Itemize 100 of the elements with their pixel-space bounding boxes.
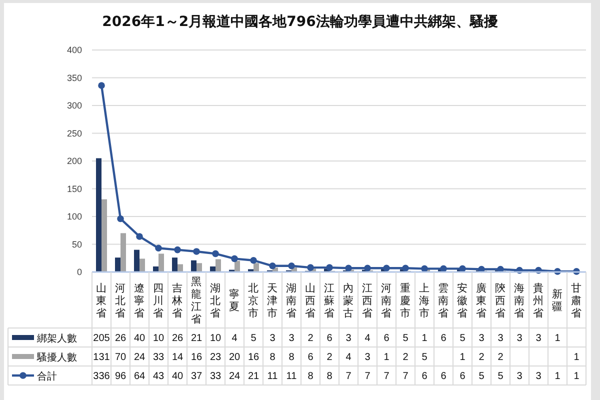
- data-label: 10: [152, 333, 164, 344]
- data-label: 16: [248, 352, 260, 364]
- x-tick-label: 河北省: [115, 282, 126, 320]
- legend-label: 綁架人數: [36, 332, 77, 344]
- x-tick-label: 廣東省: [476, 281, 487, 320]
- data-label: 3: [536, 371, 542, 382]
- data-label: 6: [384, 333, 390, 344]
- x-tick-label: 新疆: [552, 288, 563, 313]
- data-label: 6: [308, 352, 314, 364]
- data-label: 6: [440, 333, 447, 344]
- data-label: 96: [114, 371, 126, 382]
- y-tick-label: 100: [66, 212, 82, 222]
- data-label: 7: [402, 371, 409, 382]
- data-label: 24: [228, 371, 240, 382]
- data-label: 1: [422, 333, 428, 344]
- x-tick-label: 山東省: [96, 281, 107, 320]
- data-label: 1: [384, 352, 390, 364]
- data-label: 4: [364, 333, 371, 344]
- y-tick-label: 200: [66, 156, 82, 166]
- data-label: 3: [516, 333, 523, 344]
- data-label: 205: [93, 333, 110, 344]
- data-label: 1: [574, 371, 580, 382]
- data-label: 16: [190, 352, 202, 364]
- data-label: 5: [460, 333, 466, 344]
- data-label: 2: [478, 352, 485, 364]
- data-label: 40: [172, 371, 184, 382]
- data-label: 8: [326, 371, 333, 382]
- data-label: 7: [364, 371, 371, 382]
- data-label: 3: [346, 333, 352, 344]
- data-label: 6: [440, 371, 447, 382]
- data-label: 1: [460, 352, 466, 364]
- data-label: 7: [384, 371, 390, 382]
- y-tick-label: 150: [66, 184, 82, 194]
- x-tick-label: 安徽省: [457, 281, 468, 320]
- x-tick-label: 重慶市: [400, 281, 411, 320]
- data-label: 70: [114, 352, 126, 364]
- y-tick-label: 50: [72, 239, 82, 250]
- data-label: 4: [346, 352, 352, 364]
- data-label: 21: [248, 371, 260, 382]
- y-tick-label: 0: [76, 267, 82, 278]
- x-tick-label: 北京市: [248, 281, 259, 320]
- x-tick-label: 寧夏: [229, 288, 240, 313]
- data-label: 3: [498, 333, 504, 344]
- x-tick-label: 湖南省: [286, 282, 297, 320]
- x-tick-label: 海南省: [514, 282, 525, 320]
- data-label: 20: [228, 352, 240, 364]
- data-label: 7: [346, 371, 352, 382]
- data-label: 1: [574, 352, 580, 364]
- x-tick-label: 陝西省: [495, 282, 506, 320]
- data-label: 2: [326, 352, 333, 364]
- data-label: 1: [554, 333, 561, 344]
- data-label: 11: [286, 371, 298, 382]
- data-label: 24: [134, 352, 146, 364]
- data-label: 64: [134, 371, 146, 382]
- data-label: 33: [210, 371, 222, 382]
- data-label: 5: [478, 371, 485, 382]
- data-label: 8: [270, 352, 276, 364]
- data-label: 6: [422, 371, 428, 382]
- legend-label: 騷擾人數: [36, 351, 77, 364]
- data-label: 6: [326, 333, 333, 344]
- data-label: 3: [270, 333, 276, 344]
- data-label: 43: [152, 371, 164, 382]
- data-label: 26: [172, 333, 184, 344]
- x-tick-label: 四川省: [153, 282, 164, 320]
- x-tick-label: 內蒙古: [343, 281, 354, 320]
- x-tick-label: 天津市: [267, 282, 278, 320]
- data-label: 14: [172, 352, 184, 364]
- data-label: 21: [190, 333, 202, 344]
- data-label: 40: [134, 333, 146, 344]
- x-tick-label: 山西省: [305, 281, 316, 320]
- data-label: 2: [308, 333, 314, 344]
- data-label: 131: [93, 352, 110, 364]
- data-label: 5: [498, 371, 504, 382]
- data-label: 8: [288, 352, 295, 364]
- data-label: 33: [152, 352, 164, 364]
- x-tick-label: 吉林省: [171, 281, 183, 320]
- data-label: 10: [210, 333, 222, 344]
- x-tick-label: 遼寧省: [134, 282, 145, 320]
- x-tick-label: 貴州省: [533, 281, 544, 320]
- y-tick-label: 350: [66, 72, 82, 83]
- data-label: 23: [210, 352, 222, 364]
- data-label: 5: [422, 352, 428, 364]
- x-tick-label: 上海市: [419, 281, 430, 320]
- data-label: 3: [288, 333, 295, 344]
- x-tick-label: 江蘇省: [324, 282, 335, 320]
- data-label: 336: [93, 371, 110, 382]
- data-label: 11: [267, 371, 278, 382]
- legend-label: 合計: [37, 370, 57, 382]
- y-tick-label: 250: [66, 128, 82, 138]
- x-tick-label: 甘肅省: [571, 281, 582, 320]
- data-label: 6: [460, 371, 466, 382]
- data-label: 3: [478, 333, 485, 344]
- data-label: 37: [190, 371, 202, 382]
- data-label: 1: [554, 371, 561, 382]
- data-label: 26: [114, 333, 126, 344]
- data-label: 2: [402, 352, 409, 364]
- x-tick-label: 河南省: [381, 282, 392, 320]
- data-label: 2: [498, 352, 504, 364]
- data-label: 3: [364, 352, 371, 364]
- data-label: 3: [536, 333, 542, 344]
